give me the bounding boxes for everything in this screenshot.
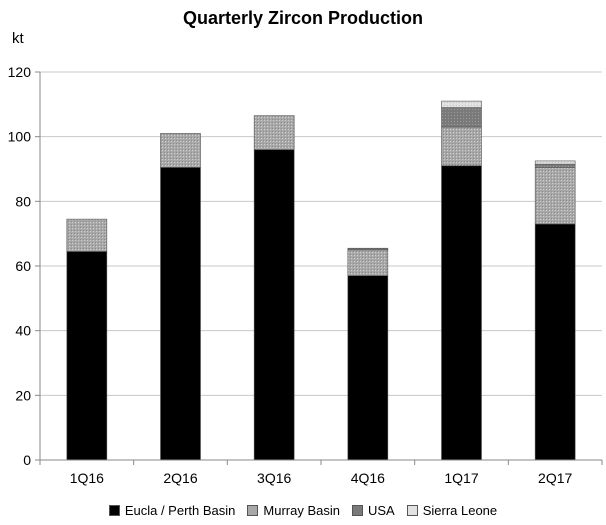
legend-swatch bbox=[108, 505, 120, 516]
bar-segment-2Q17-murray-basin bbox=[534, 167, 576, 225]
x-tick-label: 1Q16 bbox=[70, 470, 104, 486]
bar-segment-4Q16-usa bbox=[347, 247, 389, 251]
x-tick-label: 2Q16 bbox=[163, 470, 197, 486]
bar-segment-3Q16-eucla-perth-basin bbox=[253, 149, 295, 461]
legend-item: USA bbox=[351, 503, 395, 518]
legend-item: Sierra Leone bbox=[406, 503, 498, 518]
bar-segment-2Q16-eucla-perth-basin bbox=[160, 167, 201, 461]
y-tick-label: 0 bbox=[23, 452, 31, 468]
y-axis-label: kt bbox=[12, 30, 24, 47]
bar-segment-2Q17-eucla-perth-basin bbox=[534, 223, 576, 461]
legend-label: Murray Basin bbox=[263, 503, 340, 518]
bar-segment-4Q16-murray-basin bbox=[347, 249, 389, 276]
bar-segment-1Q17-eucla-perth-basin bbox=[441, 165, 482, 461]
y-tick-label: 100 bbox=[8, 129, 32, 145]
y-tick-label: 60 bbox=[15, 258, 31, 274]
x-tick-label: 4Q16 bbox=[351, 470, 385, 486]
legend-label: USA bbox=[367, 503, 395, 518]
x-tick-label: 2Q17 bbox=[538, 470, 572, 486]
bar-segment-1Q16-eucla-perth-basin bbox=[66, 251, 108, 461]
legend-swatch bbox=[247, 505, 259, 516]
legend-label: Eucla / Perth Basin bbox=[124, 503, 236, 518]
y-tick-label: 20 bbox=[15, 387, 31, 403]
x-tick-label: 1Q17 bbox=[444, 470, 478, 486]
legend-swatch bbox=[406, 505, 418, 516]
legend-swatch bbox=[351, 505, 363, 516]
legend-label: Sierra Leone bbox=[422, 503, 498, 518]
y-tick-label: 40 bbox=[15, 323, 31, 339]
bar-segment-3Q16-murray-basin bbox=[253, 115, 295, 150]
legend-item: Eucla / Perth Basin bbox=[108, 503, 236, 518]
legend: Eucla / Perth Basin Murray Basin USA Sierra… bbox=[0, 503, 606, 518]
bar-stacks bbox=[66, 100, 576, 461]
bar-segment-1Q17-murray-basin bbox=[441, 126, 482, 167]
bar-segment-4Q16-eucla-perth-basin bbox=[347, 275, 389, 461]
bar-segment-1Q17-sierra-leone bbox=[441, 100, 482, 108]
legend-item: Murray Basin bbox=[247, 503, 340, 518]
chart-title: Quarterly Zircon Production bbox=[182, 8, 424, 28]
bar-segment-2Q17-sierra-leone bbox=[534, 160, 576, 165]
bar-segment-2Q17-usa bbox=[534, 163, 576, 168]
y-tick-label: 80 bbox=[15, 193, 31, 209]
bar-segment-2Q16-murray-basin bbox=[160, 133, 201, 168]
axes: 0 20 40 60 80 100 120 1Q16 2Q16 3Q16 4Q16 1Q17 2Q17 bbox=[8, 64, 603, 486]
y-tick-label: 120 bbox=[8, 64, 32, 80]
bar-segment-1Q16-murray-basin bbox=[66, 218, 108, 252]
x-tick-label: 3Q16 bbox=[257, 470, 291, 486]
grid-lines bbox=[40, 71, 602, 461]
bar-segment-1Q17-usa bbox=[441, 107, 482, 128]
